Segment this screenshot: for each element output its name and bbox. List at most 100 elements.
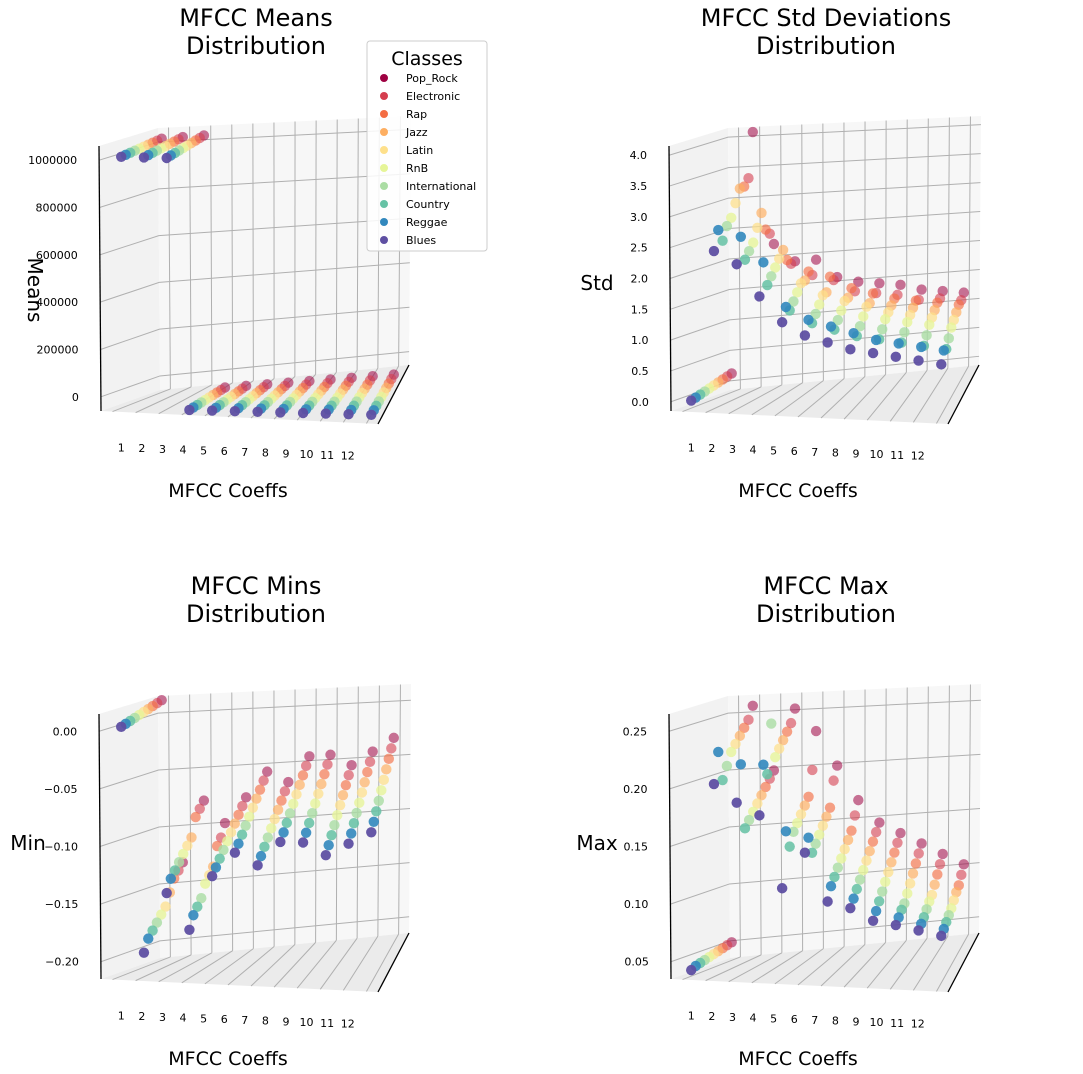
data-point <box>269 813 280 825</box>
data-point <box>284 808 296 819</box>
y-tick-label: 2.0 <box>631 273 649 286</box>
data-point <box>310 798 321 809</box>
chart-title: MFCC Mins <box>191 572 322 600</box>
x-axis-label: MFCC Coeffs <box>738 1048 857 1070</box>
grid-line-floor <box>751 950 803 984</box>
data-point <box>886 857 897 868</box>
y-tick-label: 0.05 <box>624 956 649 969</box>
data-point <box>936 930 947 942</box>
data-point <box>708 245 720 257</box>
panel-3: −0.20−0.15−0.10−0.050.001 2 3 4 5 6 7 8 9 10 11 12M… <box>10 572 411 1070</box>
data-point <box>222 835 233 847</box>
data-point <box>192 901 203 912</box>
data-point <box>731 259 742 270</box>
data-point <box>810 838 821 849</box>
chart-title: MFCC Means <box>179 4 333 32</box>
data-point <box>283 776 294 788</box>
data-point <box>368 816 379 827</box>
data-point <box>371 806 382 817</box>
data-point <box>184 924 195 935</box>
y-tick-label: 200000 <box>37 343 79 356</box>
grid-line-y <box>670 326 980 372</box>
data-point <box>845 344 856 355</box>
x-tick-label: 12 <box>911 1018 925 1031</box>
data-point <box>262 766 273 777</box>
y-tick-label: 1000000 <box>28 154 77 167</box>
data-point <box>946 322 957 333</box>
data-point <box>770 752 781 763</box>
chart-title: Distribution <box>186 600 326 628</box>
data-point <box>734 730 746 742</box>
data-point <box>376 785 387 796</box>
grid-line-floor <box>682 388 741 413</box>
data-point <box>792 287 803 298</box>
data-point <box>366 409 377 421</box>
legend-marker <box>380 146 388 154</box>
z-axis-line <box>98 713 102 980</box>
data-point <box>236 829 248 840</box>
y-axis-label: Min <box>10 831 46 855</box>
data-point <box>754 291 765 302</box>
data-point <box>386 743 397 754</box>
data-point <box>343 838 354 849</box>
data-point <box>864 845 875 857</box>
data-point <box>924 896 935 907</box>
x-tick-label: 4 <box>180 444 187 457</box>
data-point <box>803 266 814 277</box>
data-point <box>316 778 327 790</box>
data-point <box>373 795 384 807</box>
data-point <box>275 407 286 418</box>
x-tick-label: 1 <box>688 441 695 454</box>
data-point <box>229 405 241 417</box>
legend: Classes Pop_Rock Electronic Rap Jazz Latin RnB… <box>366 40 488 252</box>
data-point <box>814 829 825 840</box>
data-point <box>731 797 742 808</box>
data-point <box>867 915 879 926</box>
data-point <box>383 753 394 765</box>
data-point <box>337 789 349 801</box>
data-point <box>169 865 181 876</box>
legend-marker <box>380 128 388 136</box>
x-tick-label: 9 <box>282 1015 289 1028</box>
grid-line-floor <box>912 935 949 991</box>
data-point <box>877 324 888 335</box>
data-point <box>388 732 399 744</box>
grid-line-floor <box>135 954 192 982</box>
x-tick-label: 10 <box>870 448 884 461</box>
data-point <box>754 810 765 821</box>
grid-line-y <box>669 182 981 218</box>
y-tick-label: 3.5 <box>630 180 648 193</box>
x-tick-label: 8 <box>262 1015 269 1028</box>
legend-entry: Country <box>406 198 450 211</box>
data-point <box>686 964 697 976</box>
grid-line-x <box>356 118 359 371</box>
data-point <box>743 245 755 257</box>
data-point <box>848 328 859 339</box>
data-point <box>828 775 839 786</box>
data-point <box>861 301 872 312</box>
data-point <box>343 769 354 781</box>
legend-entry: Blues <box>406 234 436 247</box>
data-point <box>824 271 836 282</box>
x-tick-label: 6 <box>791 445 798 458</box>
data-point <box>182 840 193 851</box>
data-point <box>934 858 946 870</box>
data-point <box>874 278 885 289</box>
grid-line-x <box>168 127 171 389</box>
y-tick-label: 2.5 <box>630 242 648 255</box>
data-point <box>252 860 263 871</box>
grid-line-floor <box>705 386 762 414</box>
data-point <box>836 853 847 864</box>
data-point <box>937 848 948 860</box>
x-tick-label: 12 <box>341 450 355 463</box>
grid-line-y <box>669 240 981 279</box>
data-point <box>873 896 885 907</box>
data-point <box>902 316 913 328</box>
data-point <box>354 797 365 808</box>
data-point <box>161 152 172 164</box>
legend-entry: Latin <box>406 144 433 157</box>
grid-line-floor <box>866 371 907 421</box>
data-point <box>824 802 836 813</box>
grid-line-floor <box>866 939 907 989</box>
left-wall <box>99 696 160 979</box>
